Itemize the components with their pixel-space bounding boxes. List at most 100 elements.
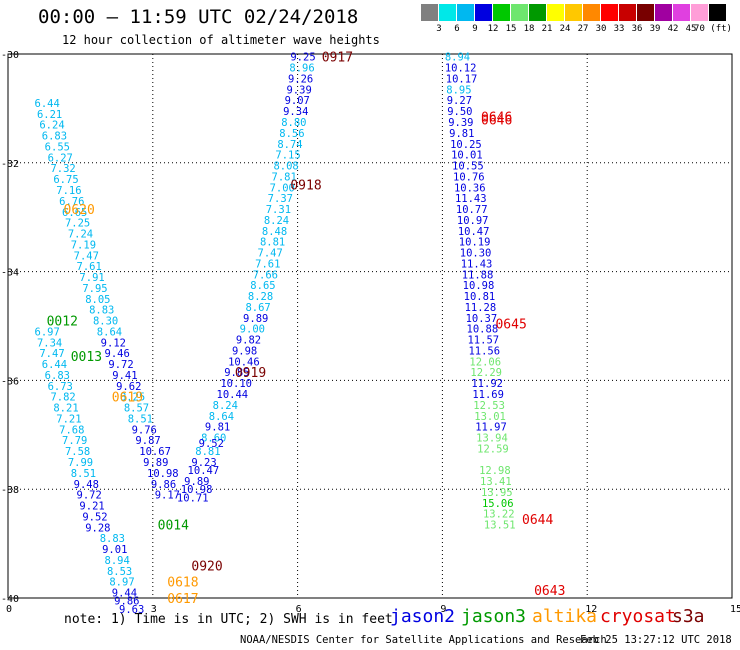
wave-height-value: 10.36 — [454, 182, 486, 194]
wave-height-value: 8.80 — [281, 117, 306, 129]
wave-height-value: 9.01 — [102, 544, 127, 556]
wave-height-value: 9.41 — [112, 370, 137, 382]
wave-height-value: 7.24 — [68, 229, 93, 241]
wave-height-value: 10.25 — [450, 139, 482, 151]
wave-height-value: 10.71 — [177, 492, 209, 504]
wave-height-value: 6.24 — [39, 120, 64, 132]
wave-height-value: 13.01 — [474, 411, 506, 423]
wave-height-value: 8.25 — [120, 392, 145, 404]
satellite-s3a: s3a — [672, 606, 705, 627]
wave-height-value: 12.29 — [470, 367, 502, 379]
wave-height-value: 8.05 — [85, 294, 110, 306]
wave-height-value: 9.46 — [105, 348, 130, 360]
wave-height-value: 10.46 — [228, 356, 260, 368]
wave-height-value: 7.21 — [56, 413, 81, 425]
y-tick-label: -40 — [1, 594, 19, 605]
scale-swatch — [619, 4, 636, 21]
wave-height-value: 9.86 — [151, 479, 176, 491]
wave-height-value: 7.91 — [79, 272, 104, 284]
pass-time-label: 0646 — [481, 111, 512, 126]
wave-height-value: 10.30 — [460, 248, 492, 260]
wave-height-value: 12.59 — [477, 443, 509, 455]
x-tick-label: 15 — [730, 604, 740, 615]
wave-height-value: 7.34 — [37, 337, 62, 349]
wave-height-value: 13.22 — [483, 509, 515, 521]
wave-height-value: 11.56 — [468, 345, 500, 357]
wave-height-value: 10.01 — [451, 150, 483, 162]
wave-height-value: 8.81 — [260, 237, 285, 249]
wave-height-value: 7.32 — [50, 163, 75, 175]
wave-height-value: 8.21 — [53, 403, 78, 415]
wave-height-value: 10.10 — [220, 378, 252, 390]
wave-height-value: 9.12 — [101, 337, 126, 349]
wave-height-value: 9.81 — [205, 422, 230, 434]
scale-label: 6 — [454, 24, 460, 34]
scale-swatch — [529, 4, 546, 21]
wave-height-value: 6.55 — [45, 141, 70, 153]
wave-height-value: 10.98 — [147, 468, 179, 480]
credit-line: NOAA/NESDIS Center for Satellite Applica… — [240, 634, 607, 646]
wave-height-value: 11.57 — [467, 335, 499, 347]
scale-swatch — [547, 4, 564, 21]
satellite-altika: altika — [532, 606, 598, 627]
scale-label: 33 — [613, 24, 625, 34]
wave-height-value: 8.95 — [446, 84, 471, 96]
pass-time-label: 0643 — [534, 584, 565, 599]
y-tick-label: -30 — [1, 50, 19, 61]
wave-height-value: 7.19 — [71, 239, 96, 251]
wave-height-value: 6.44 — [42, 359, 67, 371]
scale-swatch — [511, 4, 528, 21]
pass-time-label: 0012 — [47, 315, 78, 330]
scale-swatch — [601, 4, 618, 21]
wave-height-value: 9.25 — [290, 52, 315, 64]
generated-timestamp: Feb 25 13:27:12 UTC 2018 — [580, 634, 732, 646]
wave-height-value: 9.89 — [243, 313, 268, 325]
wave-height-value: 12.53 — [473, 400, 505, 412]
wave-height-value: 10.98 — [463, 280, 495, 292]
y-tick-label: -34 — [1, 268, 19, 279]
scale-swatch — [583, 4, 600, 21]
wave-height-value: 7.47 — [74, 250, 99, 262]
scale-label: 3 — [436, 24, 442, 34]
wave-height-value: 7.95 — [82, 283, 107, 295]
wave-height-value: 10.47 — [458, 226, 490, 238]
scale-label: 21 — [541, 24, 553, 34]
wave-height-value: 9.26 — [288, 73, 313, 85]
wave-height-value: 11.92 — [471, 378, 503, 390]
wave-height-value: 9.50 — [447, 106, 472, 118]
wave-height-value: 8.94 — [445, 52, 470, 64]
wave-height-value: 13.94 — [476, 433, 508, 445]
x-tick-label: 0 — [6, 604, 12, 615]
wave-height-value: 9.98 — [232, 345, 257, 357]
wave-height-value: 8.67 — [245, 302, 270, 314]
satellite-cryosat: cryosat — [600, 606, 676, 627]
wave-height-value: 11.43 — [455, 193, 487, 205]
pass-time-label: 0646 — [481, 113, 512, 128]
wave-height-value: 8.83 — [100, 533, 125, 545]
wave-height-value: 8.60 — [201, 433, 226, 445]
wave-height-value: 13.51 — [484, 520, 516, 532]
scale-label: 36 — [631, 24, 643, 34]
wave-height-value: 7.68 — [59, 424, 84, 436]
scale-swatch — [691, 4, 708, 21]
wave-height-value: 9.63 — [119, 604, 144, 616]
scale-swatch — [457, 4, 474, 21]
wave-height-value: 7.99 — [68, 457, 93, 469]
wave-height-value: 9.21 — [79, 501, 104, 513]
scale-swatch — [565, 4, 582, 21]
wave-height-value: 9.81 — [449, 128, 474, 140]
wave-height-value: 7.16 — [56, 185, 81, 197]
wave-height-value: 15.06 — [482, 498, 514, 510]
wave-height-value: 11.69 — [472, 389, 504, 401]
wave-height-value: 8.30 — [93, 316, 118, 328]
wave-height-value: 6.83 — [45, 370, 70, 382]
wave-height-value: 8.51 — [71, 468, 96, 480]
y-tick-label: -38 — [1, 485, 19, 496]
wave-height-value: 10.77 — [456, 204, 488, 216]
wave-height-value: 9.39 — [448, 117, 473, 129]
pass-time-label: 0014 — [158, 519, 189, 534]
wave-height-value: 10.67 — [139, 446, 171, 458]
wave-height-value: 9.62 — [116, 381, 141, 393]
wave-height-value: 9.89 — [143, 457, 168, 469]
